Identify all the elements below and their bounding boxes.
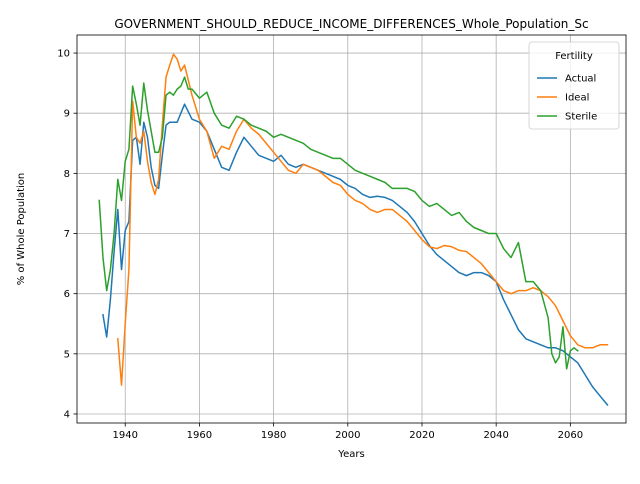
series-layer — [98, 53, 609, 407]
series-line-actual — [102, 103, 609, 407]
x-tick-label: 2020 — [409, 430, 434, 441]
x-tick-label: 2040 — [483, 430, 508, 441]
legend: Fertility Actual Ideal Sterile — [528, 41, 620, 130]
y-tick-label: 6 — [64, 289, 70, 300]
series-line-ideal — [116, 53, 609, 386]
series-line-sterile — [98, 76, 579, 370]
plot-area-frame — [76, 34, 627, 424]
y-tick-label: 7 — [64, 229, 70, 240]
legend-box — [528, 41, 620, 130]
legend-title: Fertility — [555, 51, 593, 62]
grid — [77, 35, 626, 423]
legend-label-ideal: Ideal — [565, 93, 589, 104]
chart-title: GOVERNMENT_SHOULD_REDUCE_INCOME_DIFFEREN… — [114, 17, 588, 31]
legend-label-sterile: Sterile — [565, 112, 597, 123]
x-axis-label: Years — [337, 449, 364, 460]
x-tick-label: 1980 — [261, 430, 286, 441]
legend-label-actual: Actual — [565, 74, 596, 85]
y-tick-label: 10 — [57, 49, 70, 60]
axis-ticks: 1940 1960 1980 2000 2020 2040 2060 4 5 6 7 8 9 10 — [57, 49, 583, 441]
x-tick-label: 1960 — [187, 430, 212, 441]
y-tick-label: 5 — [64, 349, 70, 360]
x-tick-label: 2060 — [558, 430, 583, 441]
y-tick-label: 4 — [64, 409, 70, 420]
y-axis-label: % of Whole Population — [16, 173, 27, 286]
x-tick-label: 2000 — [335, 430, 360, 441]
x-tick-label: 1940 — [112, 430, 137, 441]
y-tick-label: 9 — [64, 109, 70, 120]
y-tick-label: 8 — [64, 169, 70, 180]
